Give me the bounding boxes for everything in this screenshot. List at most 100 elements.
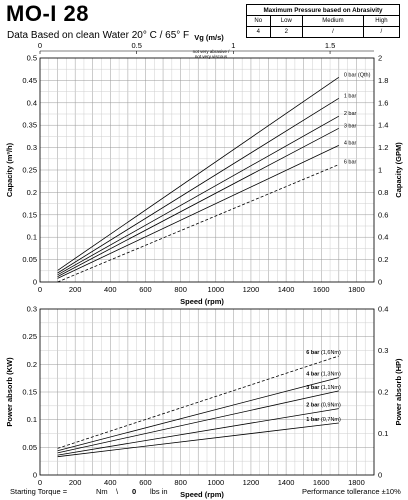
series-line — [57, 164, 339, 283]
abrasivity-table: Maximum Pressure based on Abrasivity No … — [246, 4, 401, 38]
torque-nm-unit: Nm — [96, 487, 108, 496]
series-label: 4 bar — [344, 140, 357, 146]
series-label: 3 bar (1,1Nm) — [306, 385, 341, 391]
y-tick-label: 0.1 — [27, 415, 37, 424]
top-axis-tick-label: 0.5 — [131, 41, 141, 50]
starting-torque-label: Starting Torque = — [10, 487, 68, 496]
x-tick-label: 1800 — [348, 285, 365, 294]
y-right-tick-label: 0.4 — [378, 233, 388, 242]
y-tick-label: 0.4 — [27, 98, 37, 107]
y-tick-label: 0 — [33, 278, 37, 287]
y-axis-label: Capacity (m³/h) — [5, 142, 14, 197]
series-label: 3 bar — [344, 123, 357, 129]
y-right-tick-label: 1.4 — [378, 121, 388, 130]
series-name: 1 bar — [344, 93, 357, 99]
x-tick-label: 1200 — [243, 478, 260, 487]
y-right-tick-label: 1.6 — [378, 98, 388, 107]
top-axis-note: not very viscous — [195, 54, 228, 59]
top-axis-tick-label: 0 — [38, 41, 42, 50]
series-name: 6 bar — [344, 160, 357, 166]
y-tick-label: 0.15 — [22, 210, 37, 219]
page-title: MO-I 28 — [6, 1, 89, 26]
series-label: 6 bar — [344, 160, 357, 166]
series-note: (0,7Nm) — [319, 417, 341, 423]
series-name: 2 bar — [306, 403, 320, 409]
x-tick-label: 600 — [139, 478, 152, 487]
series-line — [57, 145, 339, 279]
series-label: 1 bar (0,7Nm) — [306, 417, 341, 423]
series-label: 4 bar (1,3Nm) — [306, 372, 341, 378]
y-tick-label: 0.25 — [22, 166, 37, 175]
abrasivity-cell: 4 — [246, 26, 271, 38]
x-tick-label: 1400 — [278, 478, 295, 487]
torque-separator: \ — [116, 487, 119, 496]
series-line — [57, 115, 339, 276]
y-right-tick-label: 0.2 — [378, 388, 388, 397]
plot-frame — [39, 308, 375, 476]
page-subtitle: Data Based on clean Water 20° C / 65° F — [7, 30, 190, 41]
series-name: 0 bar (Qth) — [344, 72, 371, 78]
y-tick-label: 0.05 — [22, 255, 37, 264]
series-line — [57, 390, 339, 454]
series-note: (1,1Nm) — [319, 385, 341, 391]
series-name: 4 bar — [306, 372, 320, 378]
y-tick-label: 0.1 — [27, 233, 37, 242]
series-name: 1 bar — [306, 417, 320, 423]
y-right-tick-label: 0.8 — [378, 188, 388, 197]
x-tick-label: 0 — [38, 285, 42, 294]
series-name: 4 bar — [344, 140, 357, 146]
x-tick-label: 1600 — [313, 285, 330, 294]
y-right-tick-label: 0.4 — [378, 305, 388, 314]
top-axis-tick-label: 1.5 — [325, 41, 335, 50]
series-note: (1,6Nm) — [319, 350, 341, 356]
y-right-tick-label: 0.2 — [378, 255, 388, 264]
series-label: 2 bar (0,9Nm) — [306, 403, 341, 409]
x-tick-label: 400 — [104, 285, 117, 294]
y-tick-label: 0.2 — [27, 188, 37, 197]
y-tick-label: 0.05 — [22, 443, 37, 452]
x-tick-label: 600 — [139, 285, 152, 294]
torque-lbs-unit: lbs in — [150, 487, 168, 496]
series-name: 6 bar — [306, 350, 320, 356]
y-tick-label: 0.5 — [27, 54, 37, 63]
series-name: 3 bar — [306, 385, 320, 391]
x-tick-label: 1000 — [207, 478, 224, 487]
series-line — [57, 355, 339, 449]
y-right-tick-label: 0 — [378, 278, 382, 287]
y-tick-label: 0 — [33, 471, 37, 480]
x-axis-label: Speed (rpm) — [180, 490, 224, 499]
series-label: 1 bar — [344, 93, 357, 99]
y-right-tick-label: 1.8 — [378, 76, 388, 85]
x-tick-label: 0 — [38, 478, 42, 487]
y-right-tick-label: 0.1 — [378, 429, 388, 438]
series-label: 6 bar (1,6Nm) — [306, 350, 341, 356]
y-right-tick-label: 1.2 — [378, 143, 388, 152]
x-tick-label: 200 — [69, 285, 82, 294]
performance-tolerance: Performance tollerance ±10% — [302, 487, 401, 496]
y-tick-label: 0.25 — [22, 332, 37, 341]
plot-frame — [39, 57, 375, 283]
series-label: 0 bar (Qth) — [344, 72, 371, 78]
x-tick-label: 1600 — [313, 478, 330, 487]
series-line — [57, 422, 339, 458]
x-tick-label: 1200 — [243, 285, 260, 294]
series-line — [57, 97, 340, 274]
top-axis-tick-label: 1 — [231, 41, 235, 50]
x-tick-label: 1400 — [278, 285, 295, 294]
series-name: 3 bar — [344, 123, 357, 129]
y-tick-label: 0.3 — [27, 305, 37, 314]
abrasivity-cell: / — [362, 26, 401, 38]
y-tick-label: 0.45 — [22, 76, 37, 85]
y-right-tick-label: 0.6 — [378, 210, 388, 219]
series-line — [57, 127, 339, 277]
top-axis-label: Vg (m/s) — [194, 33, 224, 42]
x-tick-label: 800 — [174, 285, 187, 294]
series-line — [57, 408, 339, 456]
x-tick-label: 1000 — [207, 285, 224, 294]
series-line — [57, 76, 340, 271]
y-right-axis-label: Capacity (GPM) — [394, 142, 403, 198]
series-label: 2 bar — [344, 111, 357, 117]
top-axis-note: not very abrasive / — [193, 49, 231, 54]
y-right-axis-label: Power absorb (HP) — [394, 358, 403, 426]
y-right-tick-label: 0.3 — [378, 346, 388, 355]
